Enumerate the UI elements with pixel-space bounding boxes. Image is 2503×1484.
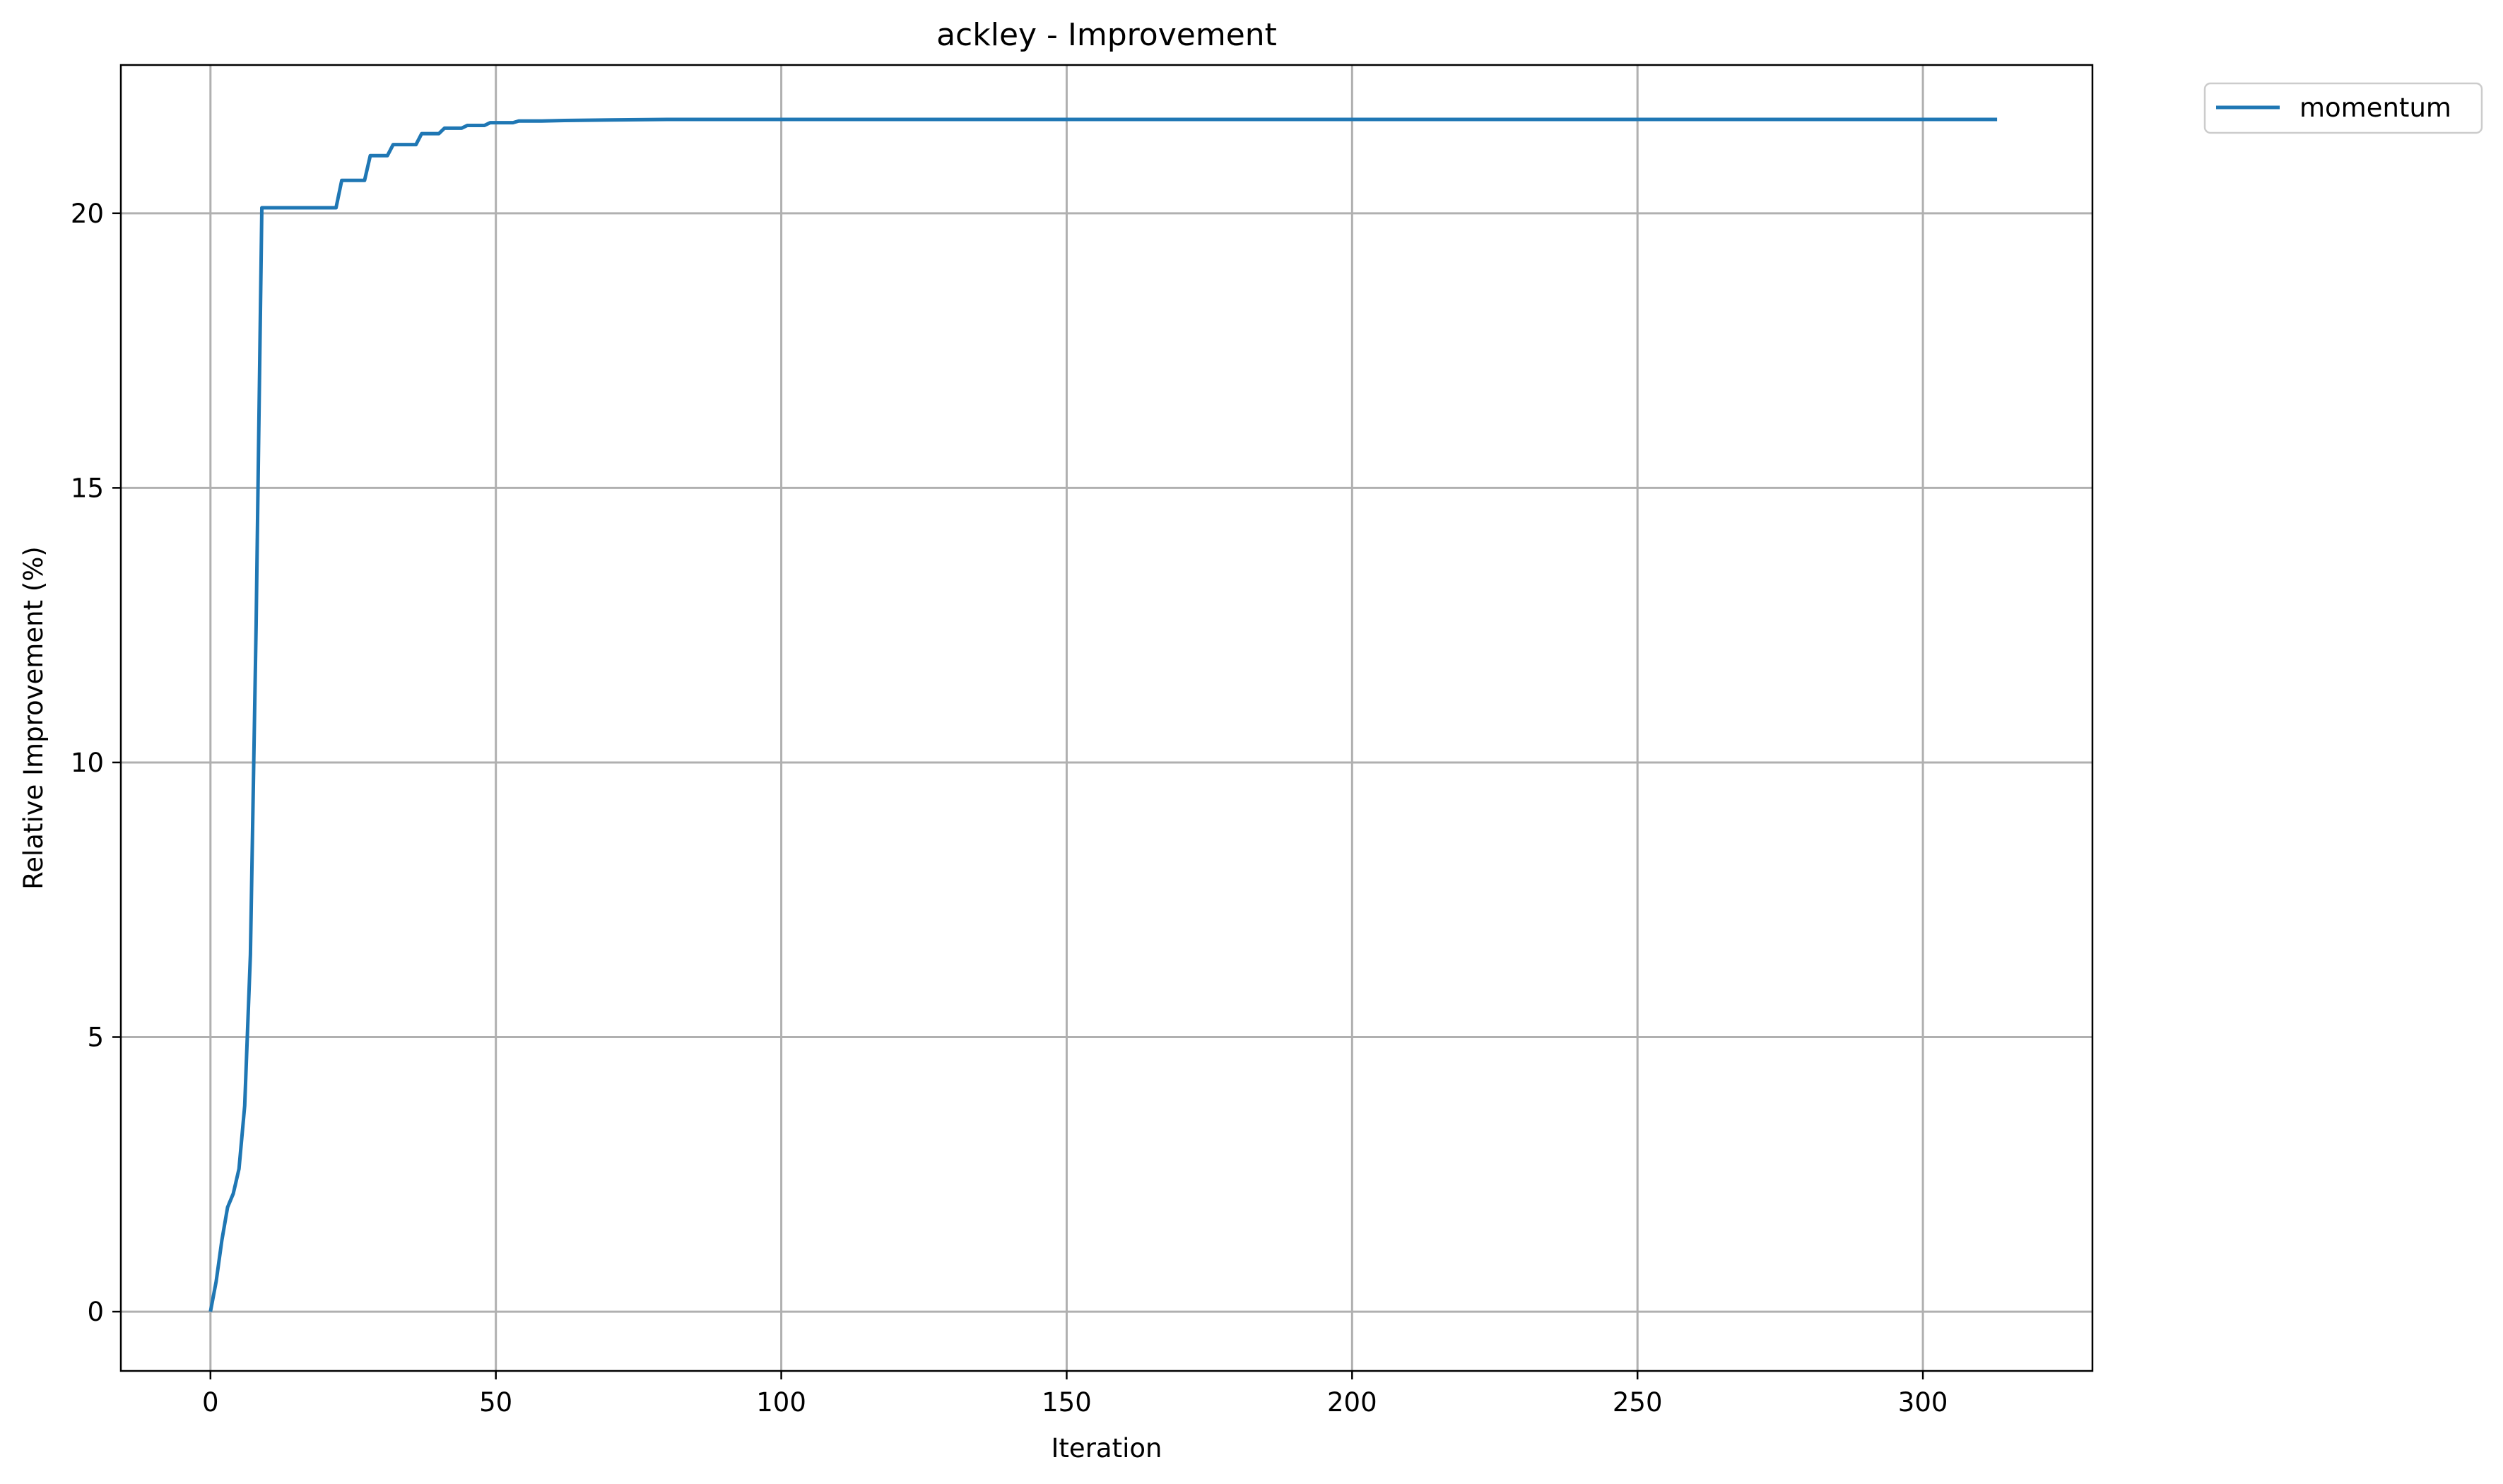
x-tick-label: 300 xyxy=(1898,1387,1948,1418)
y-axis-label: Relative Improvement (%) xyxy=(18,546,49,890)
legend-label-momentum: momentum xyxy=(2299,93,2451,123)
y-tick-label: 20 xyxy=(71,199,104,229)
series-lines xyxy=(208,117,1998,1312)
y-axis-ticks: 0 5 10 15 20 xyxy=(71,199,121,1327)
x-tick-label: 150 xyxy=(1042,1387,1092,1418)
y-tick-label: 10 xyxy=(71,748,104,778)
legend: momentum xyxy=(2203,82,2483,134)
grid-lines xyxy=(121,65,2092,1371)
x-tick-label: 0 xyxy=(202,1387,219,1418)
y-tick-label: 0 xyxy=(87,1297,104,1327)
plot-frame xyxy=(119,64,2094,1372)
x-tick-label: 200 xyxy=(1327,1387,1377,1418)
y-tick-label: 15 xyxy=(71,473,104,503)
series-line-momentum xyxy=(208,117,1998,1312)
y-tick-label: 5 xyxy=(87,1023,104,1053)
legend-box xyxy=(2203,82,2483,134)
x-tick-label: 50 xyxy=(479,1387,512,1418)
x-tick-label: 250 xyxy=(1613,1387,1663,1418)
chart-title: ackley - Improvement xyxy=(936,17,1277,53)
x-axis-ticks: 0 50 100 150 200 250 300 xyxy=(202,1371,1948,1418)
x-axis-label: Iteration xyxy=(1052,1433,1162,1464)
x-tick-label: 100 xyxy=(756,1387,806,1418)
